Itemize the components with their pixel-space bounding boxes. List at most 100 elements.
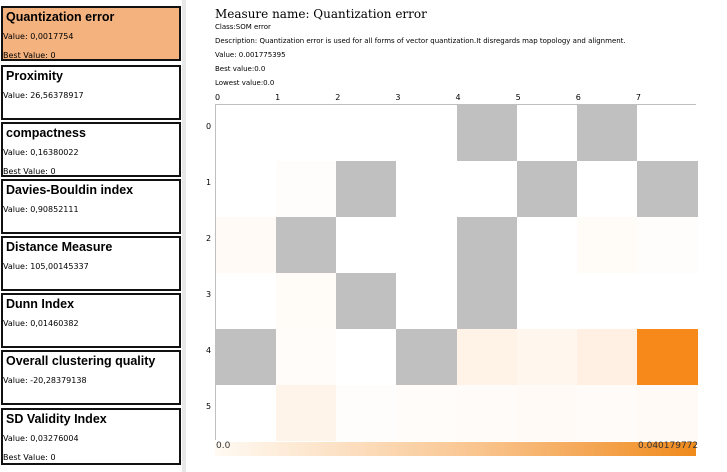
som-unit[interactable] xyxy=(576,385,638,441)
som-unit[interactable] xyxy=(396,217,458,273)
measure-detail-panel: Measure name: Quantization error Class:S… xyxy=(186,0,727,472)
measure-item[interactable]: Quantization error Value: 0,0017754 Best V… xyxy=(1,6,181,61)
legend-max-label: 0.040179772 xyxy=(638,441,699,451)
som-unit[interactable] xyxy=(636,385,698,441)
som-unit[interactable] xyxy=(516,385,578,441)
column-label: 6 xyxy=(575,93,581,102)
som-unit[interactable] xyxy=(516,161,578,217)
measure-class: Class:SOM error xyxy=(215,23,271,31)
som-unit[interactable] xyxy=(576,217,638,273)
som-unit[interactable] xyxy=(336,385,398,441)
som-unit[interactable] xyxy=(276,385,338,441)
som-unit[interactable] xyxy=(216,105,277,161)
som-unit[interactable] xyxy=(336,217,398,273)
row-label: 0 xyxy=(206,122,212,131)
som-unit[interactable] xyxy=(576,329,638,385)
measure-item-title: Proximity xyxy=(6,69,63,83)
measure-description: Description: Quantization error is used … xyxy=(215,37,626,45)
measure-item-title: Quantization error xyxy=(6,10,115,24)
som-unit[interactable] xyxy=(456,329,518,385)
measure-item-best: Best Value: 0 xyxy=(3,51,56,60)
som-unit[interactable] xyxy=(336,329,398,385)
som-unit[interactable] xyxy=(396,273,458,329)
som-unit[interactable] xyxy=(576,273,638,329)
som-unit[interactable] xyxy=(456,161,518,217)
som-unit[interactable] xyxy=(276,161,338,217)
som-unit[interactable] xyxy=(636,329,698,385)
measure-item[interactable]: Davies-Bouldin index Value: 0,90852111 xyxy=(1,179,181,234)
som-unit[interactable] xyxy=(276,329,338,385)
measure-item[interactable]: compactness Value: 0,16380022 Best Value: … xyxy=(1,122,181,177)
som-unit[interactable] xyxy=(396,329,458,385)
column-label: 1 xyxy=(275,93,281,102)
som-unit[interactable] xyxy=(336,273,398,329)
som-unit[interactable] xyxy=(456,385,518,441)
som-grid xyxy=(215,104,698,441)
row-label: 3 xyxy=(206,290,212,299)
measure-item-value: Value: 0,03276004 xyxy=(3,434,79,443)
som-unit[interactable] xyxy=(216,329,277,385)
measure-item-value: Value: 0,01460382 xyxy=(3,319,79,328)
som-unit[interactable] xyxy=(276,105,338,161)
measure-list: Quantization error Value: 0,0017754 Best V… xyxy=(0,0,186,472)
som-unit[interactable] xyxy=(516,217,578,273)
measure-item-value: Value: 26,56378917 xyxy=(3,91,84,100)
measure-item[interactable]: Overall clustering quality Value: -20,283… xyxy=(1,350,181,405)
som-unit[interactable] xyxy=(216,161,277,217)
som-unit[interactable] xyxy=(336,105,398,161)
measure-item-value: Value: -20,28379138 xyxy=(3,376,87,385)
som-unit[interactable] xyxy=(216,217,277,273)
som-unit[interactable] xyxy=(396,161,458,217)
som-unit[interactable] xyxy=(456,105,518,161)
measure-item-value: Value: 105,00145337 xyxy=(3,262,89,271)
measure-item-value: Value: 0,90852111 xyxy=(3,205,79,214)
som-unit[interactable] xyxy=(396,105,458,161)
measure-item-value: Value: 0,16380022 xyxy=(3,148,79,157)
som-unit[interactable] xyxy=(456,217,518,273)
measure-item[interactable]: Dunn Index Value: 0,01460382 xyxy=(1,293,181,348)
column-label: 4 xyxy=(455,93,461,102)
measure-item-title: Davies-Bouldin index xyxy=(6,183,134,197)
measure-item-title: Overall clustering quality xyxy=(6,354,156,368)
som-unit[interactable] xyxy=(636,105,698,161)
column-label: 7 xyxy=(635,93,641,102)
som-unit[interactable] xyxy=(456,273,518,329)
measure-item-best: Best Value: 0 xyxy=(3,453,56,462)
measure-item[interactable]: Proximity Value: 26,56378917 xyxy=(1,65,181,120)
row-label: 5 xyxy=(206,402,212,411)
som-unit[interactable] xyxy=(576,161,638,217)
row-label: 2 xyxy=(206,234,212,243)
column-label: 0 xyxy=(215,93,221,102)
som-unit[interactable] xyxy=(216,385,277,441)
column-label: 3 xyxy=(395,93,401,102)
som-unit[interactable] xyxy=(396,385,458,441)
som-unit[interactable] xyxy=(636,273,698,329)
measure-best-value: Best value:0.0 xyxy=(215,65,266,73)
som-unit[interactable] xyxy=(276,273,338,329)
column-label: 2 xyxy=(335,93,341,102)
measure-item[interactable]: Distance Measure Value: 105,00145337 xyxy=(1,236,181,291)
som-unit[interactable] xyxy=(216,273,277,329)
som-unit[interactable] xyxy=(516,105,578,161)
som-unit[interactable] xyxy=(636,161,698,217)
measure-item-title: SD Validity Index xyxy=(6,412,107,426)
measure-item-best: Best Value: 0 xyxy=(3,167,56,176)
som-unit[interactable] xyxy=(336,161,398,217)
som-unit[interactable] xyxy=(576,105,638,161)
som-unit[interactable] xyxy=(276,217,338,273)
som-unit[interactable] xyxy=(636,217,698,273)
row-label: 4 xyxy=(206,346,212,355)
color-legend-bar xyxy=(215,442,696,456)
list-scrollbar[interactable] xyxy=(182,0,186,472)
measure-item-title: compactness xyxy=(6,126,86,140)
measure-value: Value: 0.001775395 xyxy=(215,51,286,59)
legend-min-label: 0.0 xyxy=(216,441,231,451)
measure-title: Measure name: Quantization error xyxy=(215,7,427,21)
som-unit[interactable] xyxy=(516,273,578,329)
measure-item-title: Distance Measure xyxy=(6,240,113,254)
measure-lowest-value: Lowest value:0.0 xyxy=(215,79,275,87)
som-unit[interactable] xyxy=(516,329,578,385)
row-label: 1 xyxy=(206,178,212,187)
measure-item-title: Dunn Index xyxy=(6,297,75,311)
measure-item[interactable]: SD Validity Index Value: 0,03276004 Best V… xyxy=(1,408,181,465)
